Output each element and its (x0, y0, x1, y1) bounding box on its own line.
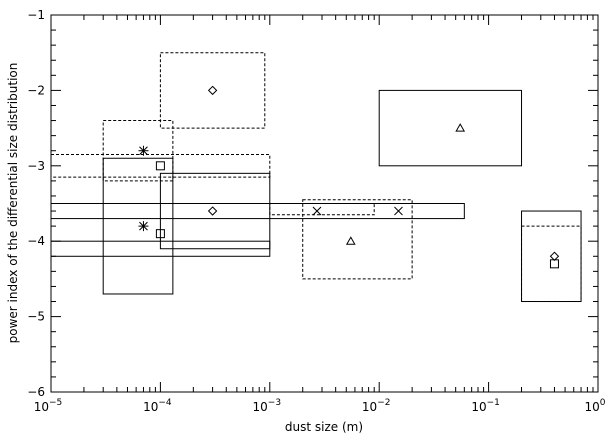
range-box (102, 157, 174, 295)
y-tick-label: −5 (27, 310, 45, 324)
marker-cross (312, 206, 322, 216)
x-tick-label: 10−2 (362, 398, 391, 414)
x-tick-label: 10−5 (34, 398, 63, 414)
y-tick-label: −6 (27, 385, 45, 399)
range-box (521, 225, 582, 303)
marker-square (549, 259, 559, 269)
x-axis-label: dust size (m) (285, 420, 363, 434)
x-tick-label: 10−3 (253, 398, 282, 414)
y-axis-label: power index of the differential size dis… (6, 63, 20, 344)
marker-square (155, 161, 165, 171)
x-tick-label: 10−1 (471, 398, 500, 414)
range-boxes (50, 52, 582, 303)
marker-cross (394, 206, 403, 216)
data-points (138, 85, 560, 269)
range-box (159, 52, 266, 129)
range-box (302, 199, 413, 280)
marker-diamond (207, 85, 218, 96)
range-box (50, 240, 271, 257)
range-box (269, 203, 375, 216)
range-box (50, 203, 465, 220)
x-tick-label: 100 (584, 398, 605, 414)
y-tick-label: −2 (27, 83, 45, 97)
marker-triangle (455, 123, 466, 132)
marker-asterisk (138, 221, 149, 232)
marker-asterisk (138, 145, 149, 156)
x-tick-label: 10−4 (143, 398, 172, 414)
marker-triangle (345, 236, 356, 245)
range-box (521, 210, 582, 303)
y-tick-label: −1 (27, 8, 45, 22)
range-box (159, 172, 271, 250)
x-tick-labels: 10−5 10−4 10−3 10−2 10−1 100 (34, 398, 606, 414)
y-tick-labels: −1 −2 −3 −4 −5 −6 (27, 8, 45, 399)
marker-square (155, 229, 165, 239)
y-tick-label: −3 (27, 159, 45, 173)
range-box (378, 89, 523, 167)
marker-diamond (207, 206, 218, 216)
y-tick-label: −4 (27, 234, 45, 248)
